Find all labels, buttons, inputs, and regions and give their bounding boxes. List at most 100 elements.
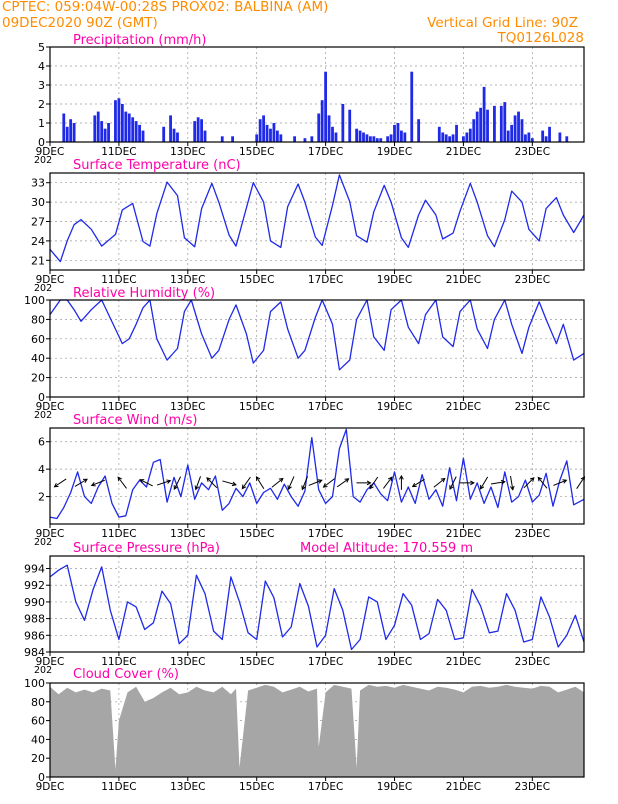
wind-xtick-label: 19DEC [377, 528, 412, 540]
wind-arrow-head [562, 479, 568, 484]
precip-ytick-label: 4 [38, 60, 45, 73]
wind-arrow-head [241, 484, 247, 490]
precip-bar [372, 136, 376, 142]
precip-bar [265, 124, 269, 142]
wind-arrow-head [479, 484, 485, 490]
wind-arrow-shaft [369, 476, 379, 489]
cloud-ytick-label: 100 [24, 677, 45, 690]
wind-arrow-head [90, 482, 96, 487]
wind-arrow-shaft [287, 476, 295, 490]
precip-bar [396, 123, 400, 142]
pres-xtick-label: 15DEC [239, 656, 274, 668]
precip-bar [486, 109, 489, 142]
precip-bar [131, 117, 135, 142]
temp-year-cutoff: 202 [34, 283, 52, 294]
wind-arrow-shaft [156, 480, 171, 486]
precip-bar [437, 126, 441, 142]
wind-xtick-label: 15DEC [239, 528, 274, 540]
precip-bar [417, 119, 421, 142]
wind-xtick-label: 17DEC [308, 528, 343, 540]
wind-arrow-shaft [301, 476, 309, 490]
pres-panel: 984 986 988 990 992 994 9DEC 11DEC 13DEC 15DEC 17D… [24, 555, 585, 676]
pres-ytick-label: 994 [24, 563, 45, 576]
precip-bar [365, 134, 369, 142]
wind-arrow-head [500, 479, 506, 485]
wind-arrow-head [449, 485, 454, 491]
precip-xtick-label: 23DEC [515, 146, 550, 158]
wind-year-cutoff: 202 [34, 537, 52, 548]
precip-bar [499, 105, 503, 142]
precip-bar [379, 138, 383, 142]
wind-arrow-head [139, 479, 145, 484]
wind-arrow-head [366, 480, 372, 486]
precip-xtick-label: 9DEC [36, 146, 65, 158]
wind-arrow-head [231, 481, 237, 487]
precip-bar [310, 136, 314, 142]
precip-bar [441, 132, 445, 142]
pres-line [49, 564, 585, 651]
header-location: CPTEC: 059:04W-00:28S PROX02: BALBINA (A… [2, 0, 328, 15]
temp-xtick-label: 9DEC [36, 274, 65, 286]
wind-line [49, 428, 585, 520]
precip-bar [541, 130, 545, 142]
pres-xtick-label: 13DEC [170, 656, 205, 668]
cloud-ytick-label: 80 [31, 696, 45, 709]
wind-arrow-shaft [323, 478, 335, 488]
precip-bar [269, 128, 272, 142]
precip-bar [324, 71, 328, 142]
wind-arrow-shaft [480, 476, 489, 490]
header-model-id: TQ0126L028 [496, 30, 584, 46]
precip-bar [127, 113, 131, 142]
cloud-xtick-label: 9DEC [36, 781, 65, 793]
wind-frame [49, 427, 585, 525]
precip-bar [517, 111, 520, 142]
precip-bar [362, 132, 365, 142]
precip-bar [451, 134, 455, 142]
precip-bar [403, 132, 407, 142]
temp-xtick-label: 17DEC [308, 274, 343, 286]
precip-bar [262, 115, 265, 142]
rh-frame [49, 299, 585, 398]
wind-arrow-shaft [195, 476, 202, 490]
pres-ytick-label: 984 [24, 646, 45, 659]
precip-bar [410, 71, 414, 142]
rh-title: Relative Humidity (%) [73, 286, 215, 301]
wind-arrow-head [117, 476, 122, 482]
precip-bar [124, 111, 128, 142]
wind-title: Surface Wind (m/s) [73, 413, 197, 428]
wind-arrow-shaft [412, 478, 425, 487]
precip-bar [103, 128, 107, 142]
precip-bar [114, 100, 117, 142]
cloud-xtick-label: 23DEC [515, 781, 550, 793]
precip-bar [196, 117, 200, 142]
precip-bar [120, 104, 124, 142]
cloud-area [50, 684, 584, 777]
rh-line [49, 299, 585, 371]
precip-bar [65, 126, 69, 142]
precip-bar [444, 134, 448, 142]
wind-ytick-label: 2 [38, 491, 45, 504]
cloud-xtick-label: 17DEC [308, 781, 343, 793]
wind-arrow-head [278, 477, 284, 483]
temp-xtick-label: 19DEC [377, 274, 412, 286]
precip-bar [393, 124, 396, 142]
rh-xtick-label: 11DEC [101, 401, 136, 413]
wind-arrow-head [317, 479, 323, 484]
pres-ytick-label: 988 [24, 613, 45, 626]
precip-bar [506, 130, 510, 142]
rh-ytick-label: 40 [31, 352, 45, 365]
wind-arrow-head [509, 485, 515, 491]
precip-bar [303, 138, 307, 142]
rh-ytick-label: 0 [38, 391, 45, 404]
wind-panel: 2 4 6 9DEC 11DEC 13DEC 15DEC 17DEC 19DEC 21DEC 23D… [34, 427, 586, 548]
wind-arrow-shaft [576, 476, 585, 489]
wind-arrow-shaft [523, 477, 535, 489]
cloud-title: Cloud Cover (%) [73, 667, 179, 682]
wind-arrow-shaft [91, 479, 105, 486]
rh-xtick-label: 13DEC [170, 401, 205, 413]
precip-bar [455, 124, 458, 142]
wind-arrow-shaft [117, 476, 127, 489]
wind-arrow-head [287, 485, 292, 491]
wind-arrow-shaft [510, 475, 514, 490]
